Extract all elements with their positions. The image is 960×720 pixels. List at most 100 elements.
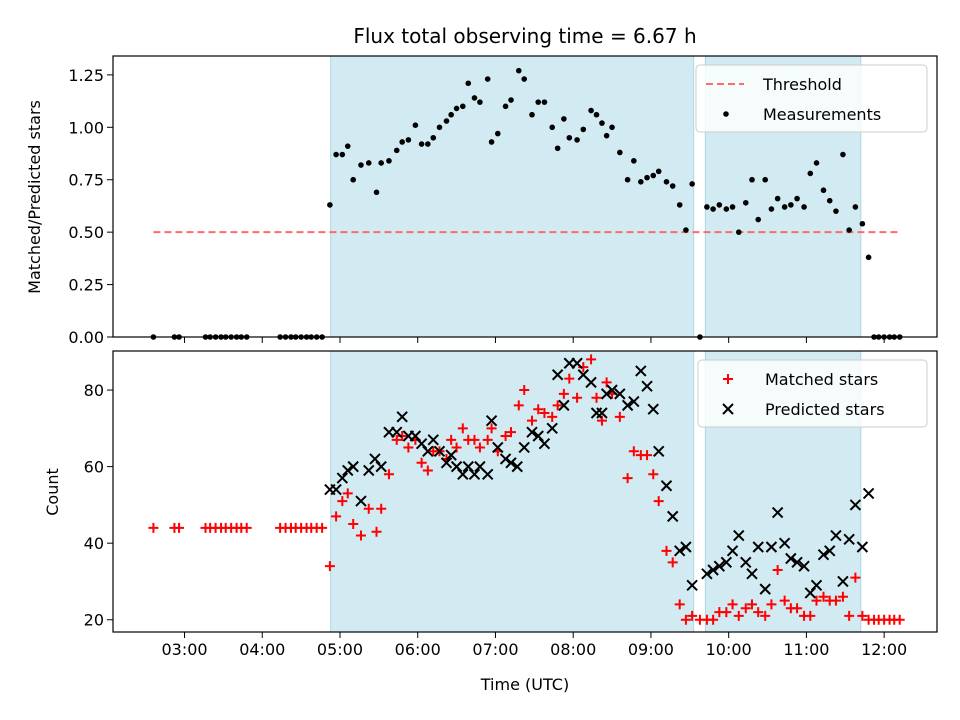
data-point [707,564,719,576]
data-point [766,599,777,610]
data-point [628,446,639,457]
data-point [631,158,637,164]
data-point [811,595,822,606]
data-point [661,545,672,556]
data-point [856,541,869,553]
y-tick-label: 80 [84,381,104,400]
data-point [526,415,537,426]
data-point [781,204,788,210]
data-point [721,607,732,618]
data-point [765,541,778,553]
x-tick-label: 10:00 [706,640,752,659]
legend-box [695,64,928,133]
data-point [355,530,366,541]
data-point [535,99,542,105]
data-point [701,568,713,580]
data-point [772,564,783,575]
data-point [538,437,551,450]
data-point [363,503,374,514]
x-tick-label: 11:00 [783,640,829,659]
data-point [427,434,439,446]
data-point [508,97,514,103]
data-point [810,579,823,592]
data-point [564,373,575,384]
data-point [471,95,478,101]
x-axis-title: Time (UTC) [480,675,569,694]
data-point [655,168,662,175]
data-point [591,392,602,403]
y-tick-label: 0.25 [68,276,104,295]
data-point [849,499,862,511]
observing-interval-band [330,55,695,338]
data-point [857,610,868,621]
data-point [484,76,491,82]
data-point [606,384,618,396]
data-point [494,130,501,137]
data-point [376,503,387,514]
data-point [337,496,348,507]
legend-label: Measurements [763,105,881,124]
data-point [680,614,691,625]
x-tick-label: 12:00 [861,640,907,659]
series-predicted-stars [324,357,875,599]
data-point [653,496,664,507]
y-tick-label: 0.50 [68,223,104,242]
data-point [621,399,634,412]
y-tick-label: 0.00 [68,328,104,347]
data-point [740,603,751,614]
data-point [735,229,742,235]
data-point [663,179,670,185]
data-point [350,176,357,183]
data-point [344,143,351,149]
data-point [628,395,640,408]
data-point [785,552,797,565]
data-point [347,460,359,473]
data-point [650,172,657,179]
data-point [729,204,736,210]
plot-frame [112,55,938,338]
data-point [779,595,790,606]
data-point [348,519,359,530]
data-point [462,460,474,473]
data-point [339,151,346,158]
data-point [704,204,710,210]
legend-marker-swatch [722,403,734,415]
data-point [792,603,803,614]
x-tick-label: 07:00 [472,640,518,659]
data-point [588,107,594,114]
data-point [652,445,665,458]
data-point [416,457,427,468]
data-point [440,457,453,469]
data-point [837,575,849,588]
data-point [762,176,769,183]
data-point [805,610,816,621]
data-point [558,388,569,399]
data-point [453,105,460,112]
data-point [674,599,685,610]
data-point [529,111,535,118]
y-tick-label: 1.25 [68,66,104,85]
data-point [614,411,625,422]
data-point [566,134,573,141]
x-tick-label: 08:00 [550,640,596,659]
chart-title: Flux total observing time = 6.67 h [353,24,696,48]
data-point [554,145,561,152]
data-point [539,408,550,419]
data-point [342,464,354,477]
data-point [474,442,485,453]
data-point [820,187,827,194]
data-point [330,483,342,496]
y-tick-label: 1.00 [68,118,104,137]
data-point [422,445,434,458]
x-tick-label: 09:00 [628,640,674,659]
data-point [813,160,820,166]
legend-label: Predicted stars [765,400,885,419]
y-tick-label: 20 [84,611,104,630]
observing-interval-band [330,350,695,633]
data-point [600,388,613,400]
legend-marker-swatch [723,374,733,384]
data-point [415,437,428,450]
data-point [468,468,481,480]
data-point [499,453,512,465]
